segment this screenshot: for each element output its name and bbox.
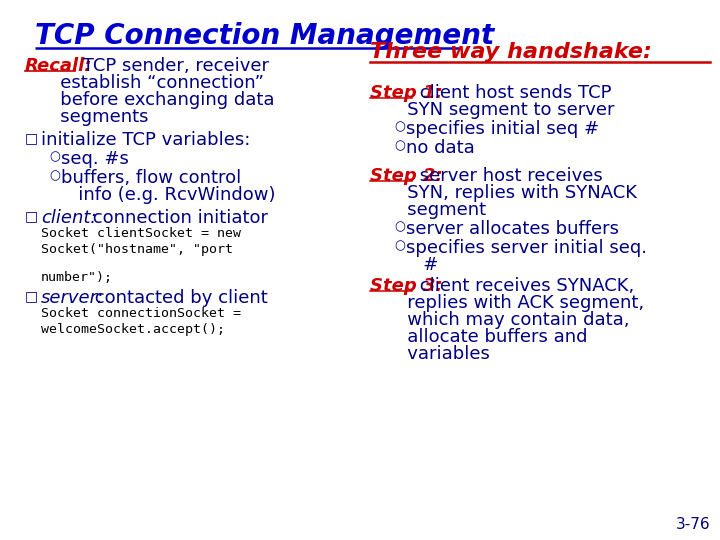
Text: info (e.g. RcvWindow): info (e.g. RcvWindow) — [61, 186, 276, 204]
Text: Recall:: Recall: — [25, 57, 92, 75]
Text: SYN, replies with SYNACK: SYN, replies with SYNACK — [390, 184, 637, 202]
Text: client receives SYNACK,: client receives SYNACK, — [414, 277, 634, 295]
Text: client host sends TCP: client host sends TCP — [414, 84, 611, 102]
Text: initialize TCP variables:: initialize TCP variables: — [41, 131, 251, 149]
Text: 3-76: 3-76 — [675, 517, 710, 532]
Text: Step 3:: Step 3: — [370, 277, 443, 295]
Text: TCP sender, receiver: TCP sender, receiver — [77, 57, 269, 75]
Text: Socket("hostname", "port: Socket("hostname", "port — [41, 243, 233, 256]
Text: seq. #s: seq. #s — [61, 150, 129, 168]
Text: ○: ○ — [394, 239, 405, 252]
Text: TCP Connection Management: TCP Connection Management — [35, 22, 494, 50]
Text: server host receives: server host receives — [414, 167, 603, 185]
Text: no data: no data — [406, 139, 474, 157]
Text: connection initiator: connection initiator — [87, 209, 268, 227]
Text: segments: segments — [43, 108, 148, 126]
Text: segment: segment — [390, 201, 486, 219]
Text: □: □ — [25, 209, 38, 223]
Text: variables: variables — [390, 345, 490, 363]
Text: welcomeSocket.accept();: welcomeSocket.accept(); — [41, 323, 225, 336]
Text: allocate buffers and: allocate buffers and — [390, 328, 588, 346]
Text: □: □ — [25, 289, 38, 303]
Text: buffers, flow control: buffers, flow control — [61, 169, 241, 187]
Text: replies with ACK segment,: replies with ACK segment, — [390, 294, 644, 312]
Text: ○: ○ — [49, 169, 60, 182]
Text: #: # — [406, 256, 438, 274]
Text: specifies initial seq #: specifies initial seq # — [406, 120, 599, 138]
Text: client:: client: — [41, 209, 96, 227]
Text: □: □ — [25, 131, 38, 145]
Text: which may contain data,: which may contain data, — [390, 311, 629, 329]
Text: Socket connectionSocket =: Socket connectionSocket = — [41, 307, 241, 320]
Text: establish “connection”: establish “connection” — [43, 74, 264, 92]
Text: number");: number"); — [41, 271, 113, 284]
Text: specifies server initial seq.: specifies server initial seq. — [406, 239, 647, 257]
Text: ○: ○ — [394, 220, 405, 233]
Text: before exchanging data: before exchanging data — [43, 91, 274, 109]
Text: ○: ○ — [394, 120, 405, 133]
Text: contacted by client: contacted by client — [89, 289, 268, 307]
Text: ○: ○ — [394, 139, 405, 152]
Text: Socket clientSocket = new: Socket clientSocket = new — [41, 227, 241, 240]
Text: ○: ○ — [49, 150, 60, 163]
Text: SYN segment to server: SYN segment to server — [390, 101, 614, 119]
Text: server:: server: — [41, 289, 104, 307]
Text: Three way handshake:: Three way handshake: — [370, 42, 652, 62]
Text: Step 1:: Step 1: — [370, 84, 443, 102]
Text: server allocates buffers: server allocates buffers — [406, 220, 619, 238]
Text: Step 2:: Step 2: — [370, 167, 443, 185]
